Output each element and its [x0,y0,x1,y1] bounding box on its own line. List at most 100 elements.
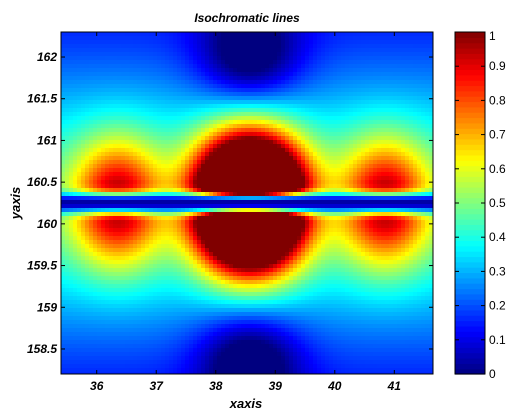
heatmap-cell [217,44,222,49]
heatmap-cell [85,88,90,93]
heatmap-cell [109,68,114,73]
heatmap-cell [149,116,154,121]
heatmap-cell [209,84,214,89]
heatmap-cell [153,56,158,61]
heatmap-cell [253,36,258,41]
heatmap-cell [285,64,290,69]
heatmap-cell [105,64,110,69]
heatmap-cell [245,204,250,209]
heatmap-cell [345,176,350,181]
heatmap-cell [329,72,334,77]
heatmap-cell [237,216,242,221]
heatmap-cell [205,144,210,149]
heatmap-cell [285,56,290,61]
heatmap-cell [193,128,198,133]
heatmap-cell [65,244,70,249]
heatmap-cell [305,120,310,125]
heatmap-cell [161,136,166,141]
heatmap-cell [185,112,190,117]
heatmap-cell [401,52,406,57]
heatmap-cell [413,232,418,237]
heatmap-cell [265,112,270,117]
heatmap-cell [317,212,322,217]
heatmap-cell [289,152,294,157]
heatmap-cell [289,172,294,177]
heatmap-cell [429,164,434,169]
heatmap-cell [161,88,166,93]
heatmap-cell [65,180,70,185]
heatmap-cell [305,160,310,165]
heatmap-cell [105,204,110,209]
heatmap-cell [65,156,70,161]
heatmap-cell [121,236,126,241]
heatmap-cell [281,96,286,101]
heatmap-cell [213,96,218,101]
heatmap-cell [193,72,198,77]
heatmap-cell [269,156,274,161]
heatmap-cell [157,184,162,189]
heatmap-cell [205,208,210,213]
heatmap-cell [381,44,386,49]
heatmap-cell [245,84,250,89]
heatmap-cell [265,164,270,169]
heatmap-cell [85,180,90,185]
heatmap-cell [233,72,238,77]
heatmap-cell [253,120,258,125]
heatmap-cell [249,148,254,153]
heatmap-cell [221,164,226,169]
heatmap-cell [325,64,330,69]
heatmap-cell [353,112,358,117]
heatmap-cell [209,176,214,181]
heatmap-cell [273,60,278,65]
heatmap-cell [177,184,182,189]
heatmap-cell [393,112,398,117]
heatmap-cell [369,100,374,105]
heatmap-cell [201,196,206,201]
heatmap-cell [209,196,214,201]
heatmap-cell [113,128,118,133]
heatmap-cell [129,208,134,213]
heatmap-cell [237,208,242,213]
heatmap-cell [189,236,194,241]
heatmap-cell [325,80,330,85]
heatmap-cell [289,184,294,189]
heatmap-cell [345,120,350,125]
heatmap-cell [341,44,346,49]
heatmap-cell [269,104,274,109]
heatmap-cell [121,44,126,49]
heatmap-cell [261,56,266,61]
heatmap-cell [177,204,182,209]
heatmap-cell [237,220,242,225]
heatmap-cell [373,236,378,241]
heatmap-cell [129,188,134,193]
heatmap-cell [105,96,110,101]
heatmap-cell [205,176,210,181]
heatmap-cell [293,176,298,181]
heatmap-cell [285,164,290,169]
heatmap-cell [101,168,106,173]
heatmap-cell [277,168,282,173]
heatmap-cell [321,132,326,137]
heatmap-cell [221,156,226,161]
heatmap-cell [377,84,382,89]
heatmap-cell [201,44,206,49]
heatmap-cell [97,64,102,69]
heatmap-cell [273,124,278,129]
heatmap-cell [285,144,290,149]
heatmap-cell [193,40,198,45]
heatmap-cell [253,152,258,157]
heatmap-cell [365,172,370,177]
heatmap-cell [189,184,194,189]
heatmap-cell [85,132,90,137]
heatmap-cell [289,196,294,201]
heatmap-cell [349,132,354,137]
heatmap-cell [109,104,114,109]
heatmap-cell [117,112,122,117]
heatmap-cell [309,52,314,57]
heatmap-cell [97,148,102,153]
heatmap-cell [321,188,326,193]
heatmap-cell [273,64,278,69]
heatmap-cell [337,136,342,141]
heatmap-cell [317,228,322,233]
heatmap-cell [121,168,126,173]
